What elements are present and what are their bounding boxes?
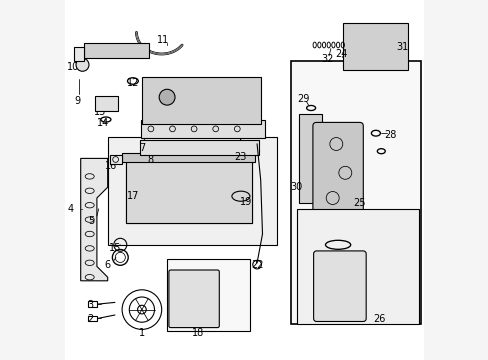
Text: 15: 15 — [108, 243, 121, 253]
Text: 1: 1 — [139, 328, 144, 338]
FancyBboxPatch shape — [122, 153, 255, 162]
Text: 5: 5 — [88, 216, 95, 226]
Circle shape — [159, 89, 175, 105]
Bar — [73, 47, 83, 61]
Text: 16: 16 — [104, 161, 117, 171]
Text: 21: 21 — [200, 317, 212, 327]
Bar — [109, 155, 122, 164]
FancyBboxPatch shape — [298, 114, 321, 203]
Text: 7: 7 — [139, 143, 145, 153]
Text: 20: 20 — [177, 314, 189, 324]
Bar — [296, 209, 418, 324]
Text: 17: 17 — [126, 191, 139, 201]
Text: 6: 6 — [104, 260, 110, 270]
FancyBboxPatch shape — [141, 120, 265, 138]
FancyBboxPatch shape — [312, 122, 363, 220]
Text: 22: 22 — [250, 260, 263, 270]
FancyBboxPatch shape — [168, 270, 219, 328]
Text: 32: 32 — [321, 54, 333, 64]
Text: 4: 4 — [68, 204, 74, 214]
Text: 24: 24 — [335, 49, 347, 59]
Text: 9: 9 — [74, 96, 81, 106]
Text: 25: 25 — [353, 198, 365, 208]
Text: 28: 28 — [384, 130, 396, 140]
Text: 10: 10 — [67, 62, 79, 72]
Text: 23: 23 — [234, 152, 246, 162]
Bar — [291, 61, 420, 324]
Text: 31: 31 — [396, 42, 408, 52]
Polygon shape — [81, 158, 107, 281]
FancyBboxPatch shape — [313, 251, 366, 321]
Text: 29: 29 — [297, 94, 309, 104]
Text: 19: 19 — [240, 197, 252, 207]
Text: 18: 18 — [191, 328, 203, 338]
Text: 30: 30 — [290, 182, 302, 192]
FancyBboxPatch shape — [95, 96, 118, 111]
Circle shape — [76, 58, 89, 71]
Text: 26: 26 — [372, 314, 385, 324]
Text: 14: 14 — [97, 118, 109, 128]
Bar — [107, 137, 276, 245]
Text: 8: 8 — [147, 155, 154, 165]
Bar — [84, 43, 149, 58]
Text: 3: 3 — [87, 300, 93, 310]
Bar — [167, 259, 249, 331]
Text: 13: 13 — [94, 107, 106, 117]
Polygon shape — [125, 155, 251, 223]
Text: 27: 27 — [342, 285, 354, 295]
Text: 11: 11 — [157, 35, 169, 45]
FancyBboxPatch shape — [142, 77, 260, 124]
Text: 2: 2 — [87, 314, 93, 324]
Text: 12: 12 — [126, 78, 139, 88]
Bar — [88, 301, 97, 307]
FancyBboxPatch shape — [343, 23, 407, 70]
Bar — [88, 316, 97, 321]
FancyBboxPatch shape — [140, 140, 258, 155]
